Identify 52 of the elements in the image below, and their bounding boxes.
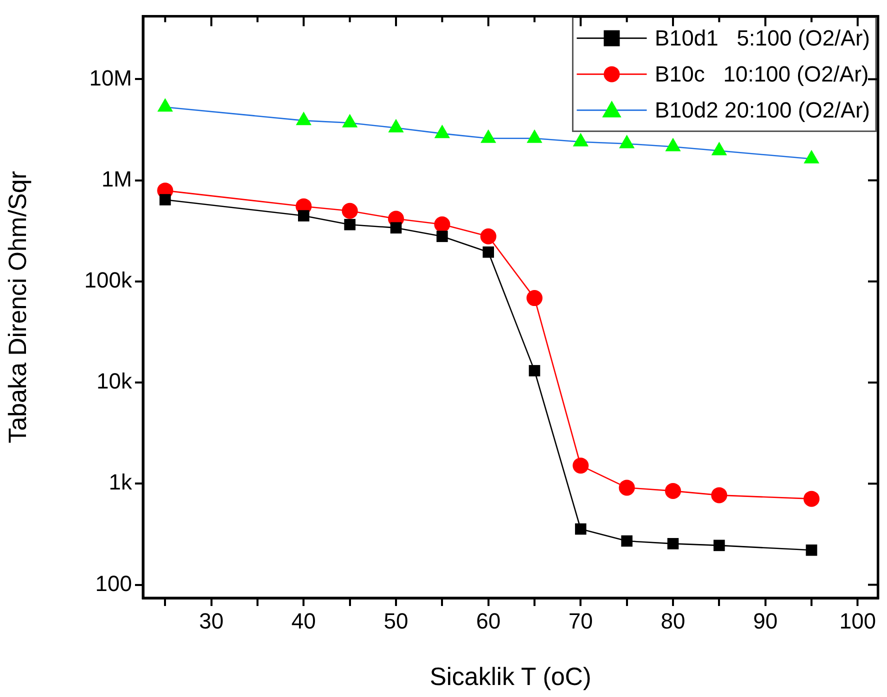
point — [434, 216, 450, 232]
y-axis-title: Tabaka Direnci Ohm/Sqr — [4, 170, 32, 444]
x-tick-label: 90 — [753, 608, 778, 634]
point — [390, 222, 402, 234]
point — [342, 202, 358, 219]
y-tick-label: 1M — [101, 166, 132, 192]
point — [665, 482, 682, 499]
point — [619, 134, 635, 148]
point — [480, 228, 496, 244]
x-tick-label: 100 — [839, 608, 876, 634]
x-tick-label: 60 — [476, 608, 501, 634]
point — [436, 230, 448, 242]
point — [480, 129, 496, 143]
point — [806, 544, 818, 556]
point — [526, 129, 542, 143]
point — [621, 535, 632, 547]
legend-label: B10c 10:100 (O2/Ar) — [654, 61, 869, 86]
point — [665, 138, 681, 152]
point — [572, 458, 589, 474]
point — [342, 114, 358, 128]
point — [572, 132, 588, 146]
x-tick-label: 50 — [384, 608, 408, 634]
point — [434, 124, 450, 138]
point — [157, 98, 173, 112]
point — [160, 194, 171, 206]
point — [618, 480, 635, 496]
point — [714, 540, 725, 552]
point — [482, 246, 494, 258]
x-axis-title: Sicaklik T (oC) — [430, 662, 592, 691]
y-tick-label: 100k — [84, 268, 133, 293]
point — [296, 112, 312, 126]
point — [711, 487, 728, 504]
x-tick-label: 80 — [660, 608, 686, 634]
point — [526, 290, 543, 306]
y-tick-label: 10M — [89, 65, 132, 90]
legend-label: B10d2 20:100 (O2/Ar) — [654, 97, 870, 122]
legend-label: B10d1 5:100 (O2/Ar) — [654, 25, 870, 50]
y-tick-label: 10k — [96, 368, 133, 394]
x-tick-label: 70 — [568, 608, 593, 634]
y-tick-label: 1k — [108, 470, 133, 495]
point — [344, 218, 356, 230]
point — [388, 118, 404, 132]
x-tick-label: 40 — [291, 608, 316, 634]
x-tick-label: 30 — [199, 608, 224, 634]
point — [298, 210, 310, 222]
point — [575, 523, 586, 535]
point — [528, 365, 540, 376]
point — [711, 142, 727, 156]
point — [804, 150, 820, 164]
y-tick-label: 100 — [95, 570, 132, 596]
point — [804, 490, 820, 507]
point — [667, 538, 679, 550]
